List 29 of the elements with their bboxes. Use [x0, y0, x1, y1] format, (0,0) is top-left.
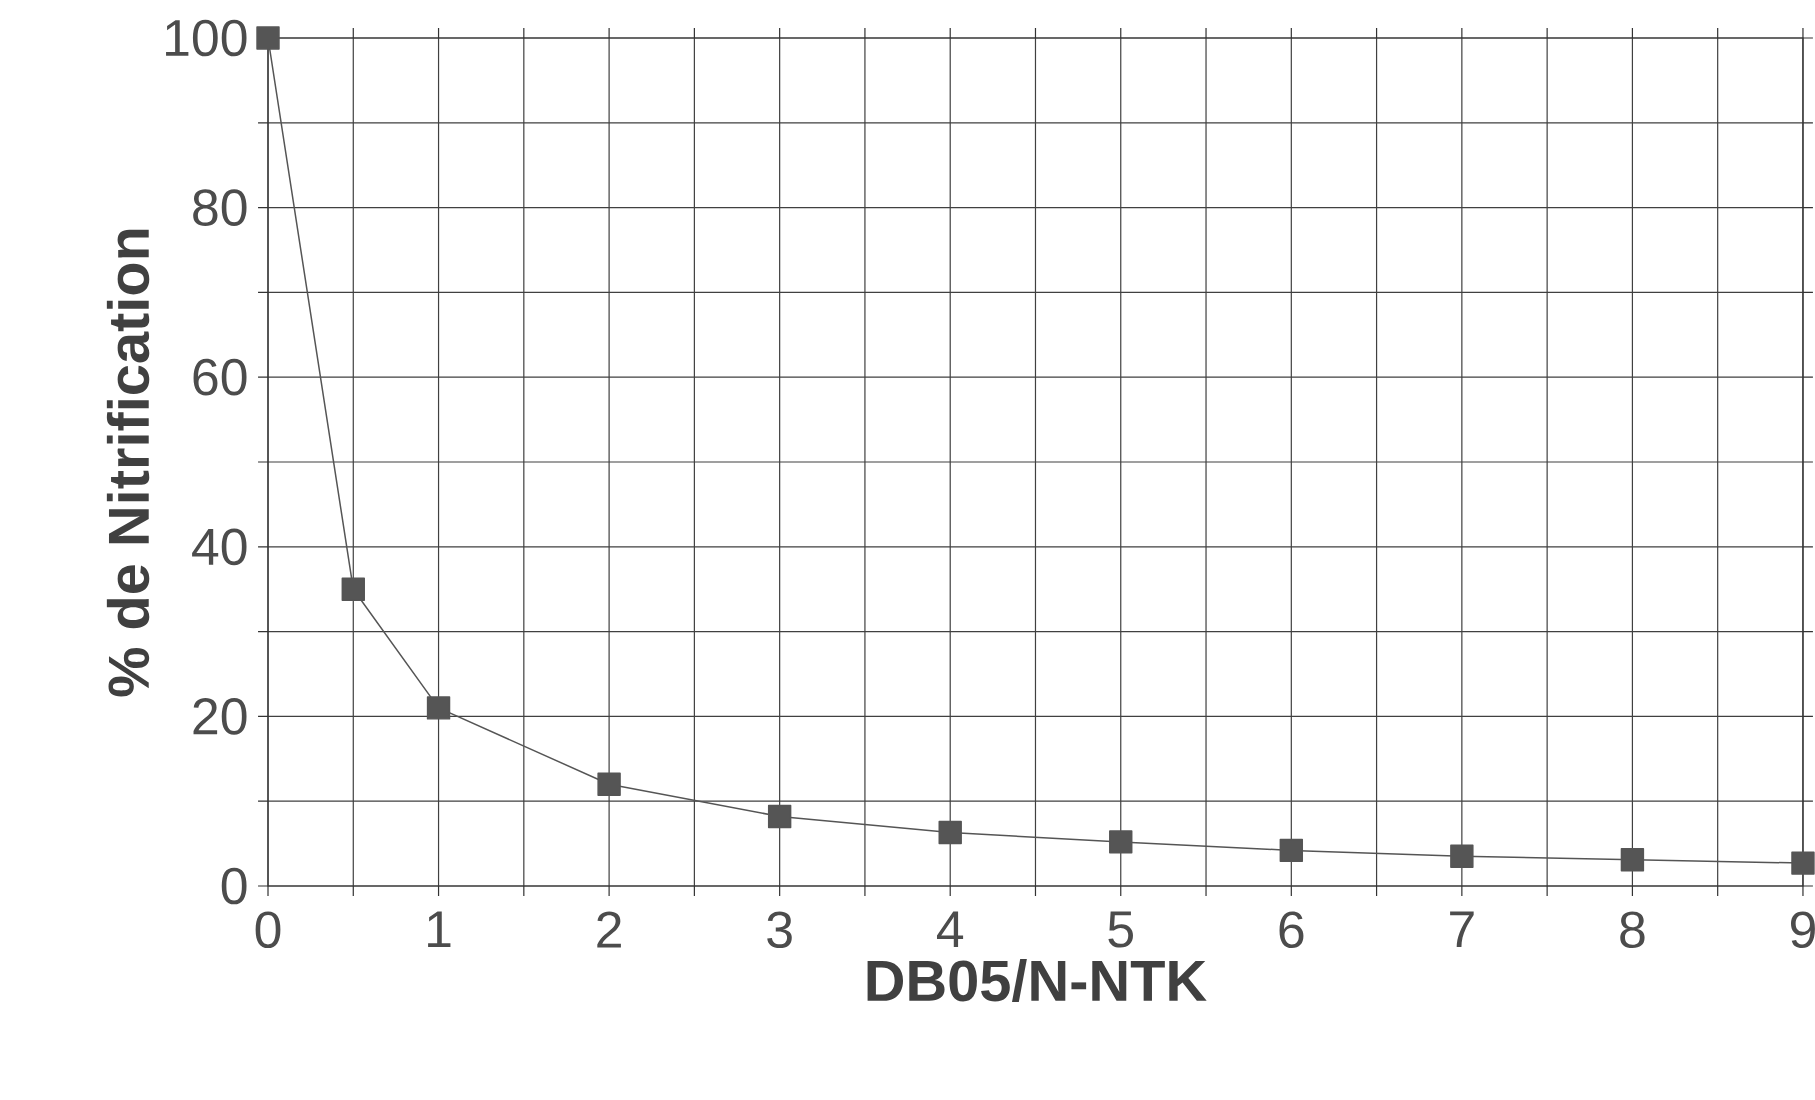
point: [1620, 848, 1645, 872]
point: [256, 26, 280, 50]
point: [426, 696, 451, 720]
point: [938, 820, 962, 845]
y-axis-title: % de Nitrification: [106, 229, 150, 697]
point: [1450, 844, 1474, 869]
point: [1791, 851, 1815, 875]
x-tick-label: 7: [1450, 911, 1474, 948]
point: [767, 804, 792, 829]
y-tick-label: 20: [193, 698, 247, 735]
x-tick-label: 4: [936, 911, 964, 948]
y-tick-label: 80: [193, 189, 247, 226]
y-tick-label: 60: [193, 358, 247, 396]
y-tick-label: 0: [221, 867, 247, 905]
x-tick-label: 6: [1279, 911, 1304, 949]
x-tick-label: 0: [255, 911, 281, 949]
x-tick-label: 8: [1620, 911, 1645, 949]
point: [1109, 830, 1133, 854]
point: [341, 577, 365, 601]
x-tick-label: 9: [1790, 911, 1815, 949]
x-tick-label: 2: [597, 911, 621, 948]
x-tick-label: 3: [767, 911, 792, 949]
y-tick-label: 100: [166, 19, 247, 57]
x-axis-title: DB05/N-NTK: [867, 958, 1207, 1002]
point: [597, 772, 621, 796]
x-tick-label: 1: [428, 911, 451, 948]
point: [1279, 838, 1304, 863]
x-tick-label: 5: [1108, 911, 1133, 948]
y-tick-label: 40: [192, 528, 247, 566]
